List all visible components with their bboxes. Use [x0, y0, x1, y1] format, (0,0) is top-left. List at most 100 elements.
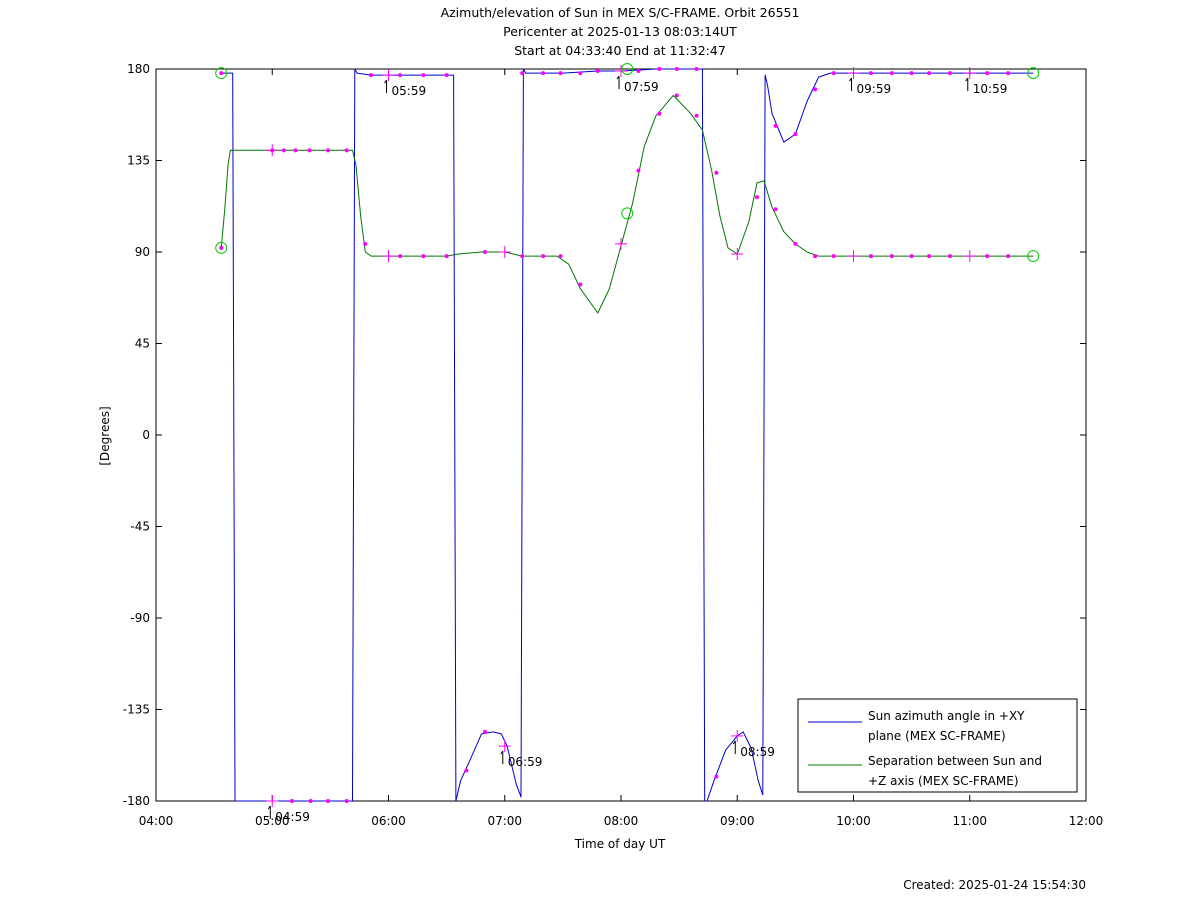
data-point-marker: [344, 148, 349, 153]
plot-area-frame: [155, 68, 1087, 802]
data-point-marker: [694, 67, 699, 71]
legend: Sun azimuth angle in +XY plane (MEX SC-F…: [797, 698, 1078, 793]
data-point-marker: [444, 73, 449, 78]
hour-cross-marker: [963, 250, 976, 263]
data-point-marker: [541, 254, 546, 259]
time-annotation: 06:59: [500, 750, 543, 769]
chart-title-line-1: Azimuth/elevation of Sun in MEX S/C-FRAM…: [441, 5, 800, 20]
data-point-marker: [308, 799, 313, 803]
data-point-marker: [909, 71, 914, 76]
data-point-marker: [369, 73, 374, 78]
data-point-marker: [558, 254, 563, 259]
hour-cross-marker: [382, 250, 395, 263]
y-axis-label: [Degrees]: [98, 406, 112, 465]
hour-cross-marker: [615, 237, 627, 250]
data-point-marker: [947, 254, 952, 259]
data-point-marker: [985, 254, 990, 259]
y-tick-label: -180: [123, 794, 150, 808]
data-point-marker: [219, 245, 224, 250]
chart-title: Azimuth/elevation of Sun in MEX S/C-FRAM…: [441, 5, 800, 58]
markers: [215, 63, 1040, 807]
data-point-marker: [290, 799, 295, 803]
data-point-marker: [657, 67, 662, 71]
data-point-marker: [421, 73, 426, 78]
series-lines: [220, 68, 1034, 802]
time-annotation: 08:59: [732, 740, 775, 759]
data-point-marker: [344, 799, 349, 803]
legend-label-azimuth-line-2: plane (MEX SC-FRAME): [868, 729, 1006, 743]
data-point-marker: [694, 113, 699, 118]
data-point-marker: [1006, 71, 1011, 76]
hour-cross-marker: [498, 246, 511, 258]
data-point-marker: [985, 71, 990, 76]
x-tick-label: 04:00: [139, 814, 174, 828]
event-circle-marker: [1027, 250, 1040, 263]
event-circle-marker: [621, 207, 634, 220]
event-circle-marker: [1027, 67, 1040, 80]
y-tick-label: -45: [130, 520, 150, 534]
data-point-marker: [773, 207, 778, 212]
time-annotation-label: 06:59: [508, 755, 543, 769]
data-point-marker: [520, 254, 525, 259]
legend-label-separation-line-2: +Z axis (MEX SC-FRAME): [868, 774, 1019, 788]
data-point-marker: [909, 254, 914, 259]
hour-cross-marker: [847, 250, 860, 263]
x-tick-label: 05:00: [255, 814, 290, 828]
series-line-sun-z-separation: [220, 94, 1034, 314]
data-point-marker: [541, 71, 546, 76]
data-point-marker: [421, 254, 426, 259]
x-tick-label: 10:00: [836, 814, 871, 828]
data-point-marker: [868, 71, 873, 76]
y-tick-label: 0: [142, 428, 150, 442]
hour-cross-marker: [382, 69, 395, 82]
data-point-marker: [293, 148, 298, 153]
hour-cross-marker: [963, 67, 976, 80]
hour-cross-marker: [266, 795, 279, 807]
data-point-marker: [889, 254, 894, 259]
event-circle-marker: [215, 67, 228, 80]
data-point-marker: [281, 148, 286, 153]
data-point-marker: [307, 148, 312, 153]
data-point-marker: [927, 254, 932, 259]
legend-label-separation-line-1: Separation between Sun and: [868, 754, 1042, 768]
time-annotation-label: 10:59: [973, 82, 1008, 96]
data-point-marker: [363, 241, 368, 246]
time-annotation-label: 09:59: [857, 82, 892, 96]
hour-cross-marker: [266, 144, 279, 157]
data-point-marker: [813, 254, 818, 259]
data-point-marker: [578, 71, 583, 76]
data-point-marker: [793, 241, 798, 246]
data-point-marker: [444, 254, 449, 259]
time-annotation: 05:59: [384, 79, 427, 98]
data-point-marker: [831, 254, 836, 259]
x-tick-label: 11:00: [952, 814, 987, 828]
data-point-marker: [520, 71, 525, 76]
data-point-marker: [595, 69, 600, 74]
created-timestamp: Created: 2025-01-24 15:54:30: [903, 878, 1086, 892]
time-annotation-label: 05:59: [392, 84, 427, 98]
data-point-marker: [578, 282, 583, 287]
y-axis: 180 135 90 45 0 -45 -90 -135 -180: [123, 62, 1086, 808]
data-point-marker: [889, 71, 894, 76]
hour-cross-marker: [615, 65, 627, 78]
data-point-marker: [464, 768, 469, 773]
data-point-marker: [755, 195, 760, 200]
x-axis: 04:00 05:00 06:00 07:00 08:00 09:00 10:00 11:00…: [139, 69, 1103, 828]
data-point-marker: [219, 71, 224, 76]
data-point-marker: [927, 71, 932, 76]
data-point-marker: [674, 93, 679, 98]
y-tick-label: -135: [123, 703, 150, 717]
hour-cross-marker: [498, 740, 511, 753]
y-tick-label: -90: [130, 611, 150, 625]
data-point-marker: [773, 123, 778, 128]
data-point-marker: [674, 67, 679, 71]
time-annotation-label: 04:59: [275, 810, 310, 824]
series-line-sun-azimuth: [221, 68, 1034, 802]
data-point-marker: [947, 71, 952, 76]
data-point-marker: [326, 148, 331, 153]
y-tick-label: 90: [135, 245, 150, 259]
time-annotation: 07:59: [616, 75, 659, 94]
x-tick-label: 09:00: [720, 814, 755, 828]
event-circle-marker: [215, 241, 228, 254]
data-point-marker: [831, 71, 836, 76]
